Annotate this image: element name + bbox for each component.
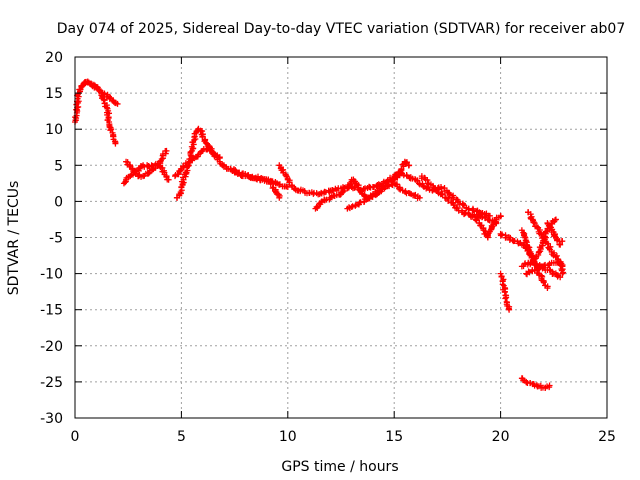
- data-point: [450, 201, 457, 208]
- series-segment-d: [123, 147, 170, 180]
- data-point: [454, 204, 461, 211]
- series-segment-b: [76, 78, 121, 107]
- y-tick-label: -10: [40, 267, 63, 283]
- series-segment-s: [497, 270, 513, 313]
- data-point: [187, 148, 194, 155]
- data-point: [276, 194, 283, 201]
- y-axis-label: SDTVAR / TECUs: [6, 181, 22, 296]
- series-segment-g: [227, 165, 283, 201]
- data-point: [450, 194, 457, 201]
- data-point: [559, 270, 566, 277]
- data-point: [530, 219, 537, 226]
- data-point: [77, 86, 84, 93]
- data-point: [560, 269, 567, 276]
- data-point: [438, 185, 445, 192]
- y-tick-label: -5: [49, 231, 63, 247]
- data-point: [459, 201, 466, 208]
- data-point: [406, 174, 413, 181]
- y-tick-label: -25: [40, 375, 63, 391]
- data-point: [145, 170, 152, 177]
- data-point: [473, 216, 480, 223]
- data-point: [523, 379, 530, 386]
- series-segment-c: [120, 160, 172, 187]
- x-tick-label: 25: [598, 429, 616, 445]
- data-point: [502, 295, 509, 302]
- data-points: [72, 78, 567, 392]
- data-point: [339, 189, 346, 196]
- y-tick-label: -20: [40, 339, 63, 355]
- data-point: [521, 233, 528, 240]
- data-point: [163, 147, 170, 154]
- data-point: [158, 155, 165, 162]
- data-point: [499, 281, 506, 288]
- data-point: [416, 194, 423, 201]
- y-tick-label: 20: [45, 50, 63, 66]
- y-tick-label: -15: [40, 303, 63, 319]
- data-point: [540, 279, 547, 286]
- data-point: [506, 306, 513, 313]
- data-point: [499, 231, 506, 238]
- data-point: [348, 203, 355, 210]
- data-point: [527, 260, 534, 267]
- data-point: [420, 182, 427, 189]
- data-point: [445, 198, 452, 205]
- data-point: [416, 181, 423, 188]
- data-point: [112, 140, 119, 147]
- x-tick-label: 10: [279, 429, 297, 445]
- y-tick-label: -30: [40, 411, 63, 427]
- data-point: [236, 169, 243, 176]
- x-tick-label: 5: [177, 429, 186, 445]
- data-point: [95, 86, 102, 93]
- data-point: [406, 162, 413, 169]
- data-point: [318, 199, 325, 206]
- data-point: [556, 241, 563, 248]
- series-segment-r: [544, 220, 566, 248]
- data-point: [84, 79, 91, 86]
- data-point: [108, 126, 115, 133]
- data-point: [254, 176, 261, 183]
- data-point: [552, 216, 559, 223]
- data-point: [114, 100, 121, 107]
- data-point: [553, 252, 560, 259]
- y-tick-label: 15: [45, 86, 63, 102]
- series-segment-j: [344, 169, 493, 219]
- data-point: [557, 274, 564, 281]
- data-point: [546, 382, 553, 389]
- series-segment-q: [523, 259, 566, 278]
- data-point: [163, 173, 170, 180]
- series-segment-t: [518, 375, 553, 392]
- y-tick-label: 0: [54, 194, 63, 210]
- data-point: [179, 163, 186, 170]
- data-point: [363, 196, 370, 203]
- chart-title: Day 074 of 2025, Sidereal Day-to-day VTE…: [57, 21, 626, 37]
- x-tick-label: 0: [71, 429, 80, 445]
- data-point: [546, 245, 553, 252]
- data-point: [396, 185, 403, 192]
- series-segment-k: [418, 173, 500, 227]
- x-tick-label: 15: [385, 429, 403, 445]
- series-segment-l: [472, 212, 504, 241]
- data-point: [175, 171, 182, 178]
- axis-ticks: 0 5 10 15 20 25 -30 -25 -20 -15 -10 -5 0 5 10 15 20: [40, 50, 616, 445]
- data-point: [544, 285, 551, 292]
- data-point: [559, 263, 566, 270]
- data-point: [100, 96, 107, 103]
- y-tick-label: 10: [45, 122, 63, 138]
- grid: [75, 57, 607, 418]
- data-point: [559, 238, 566, 245]
- y-tick-label: 5: [54, 158, 63, 174]
- x-axis-label: GPS time / hours: [281, 459, 398, 475]
- x-tick-label: 20: [492, 429, 510, 445]
- data-point: [497, 212, 504, 219]
- data-point: [165, 176, 172, 183]
- data-point: [439, 191, 446, 198]
